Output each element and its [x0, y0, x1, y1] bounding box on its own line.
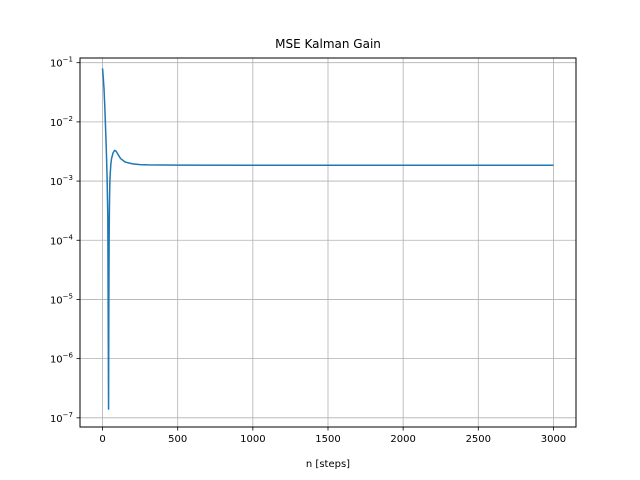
series-layer	[101, 68, 554, 410]
x-axis: 0 500 1000 1500 2000 2500 3000	[99, 427, 566, 445]
x-tick-label: 3000	[541, 434, 566, 445]
y-tick-exponent: −5	[63, 292, 73, 300]
x-tick-label: 2000	[390, 434, 415, 445]
y-tick-exponent: −7	[63, 411, 73, 419]
y-tick-label: 10−3	[50, 174, 73, 188]
y-tick-exponent: −2	[63, 115, 73, 123]
grid	[80, 58, 576, 427]
x-tick-label: 1000	[240, 434, 265, 445]
y-tick-base: 10	[50, 414, 63, 425]
y-tick-base: 10	[50, 236, 63, 247]
y-tick-label: 10−6	[50, 352, 74, 366]
y-tick-base: 10	[50, 177, 63, 188]
y-tick-label: 10−2	[50, 115, 73, 129]
x-tick-label: 1500	[315, 434, 340, 445]
y-tick-exponent: −6	[63, 352, 74, 360]
y-tick-base: 10	[50, 355, 63, 366]
y-tick-exponent: −1	[63, 56, 73, 64]
y-tick-label: 10−4	[50, 233, 74, 247]
x-tick-label: 2500	[466, 434, 491, 445]
series-line	[101, 68, 554, 410]
y-axis: 10−710−610−510−410−310−210−1	[50, 56, 80, 425]
y-tick-base: 10	[50, 295, 63, 306]
chart-title: MSE Kalman Gain	[275, 37, 381, 51]
y-tick-label: 10−1	[50, 56, 73, 70]
x-tick-label: 0	[99, 434, 105, 445]
y-tick-exponent: −3	[63, 174, 73, 182]
y-tick-label: 10−5	[50, 292, 73, 306]
y-tick-exponent: −4	[63, 233, 74, 241]
y-tick-base: 10	[50, 59, 63, 70]
x-axis-label: n [steps]	[306, 459, 350, 470]
y-tick-base: 10	[50, 118, 63, 129]
x-tick-label: 500	[168, 434, 187, 445]
y-tick-label: 10−7	[50, 411, 73, 425]
